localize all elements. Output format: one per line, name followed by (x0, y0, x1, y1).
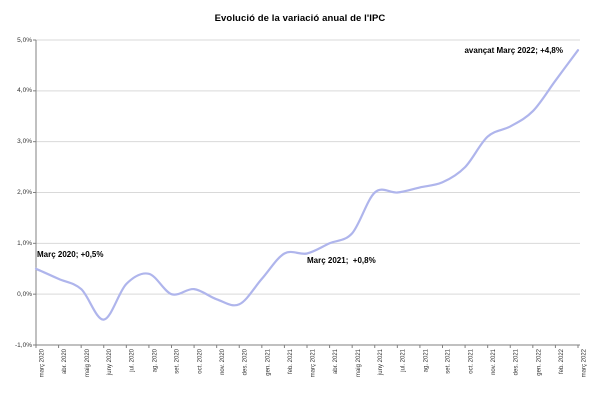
x-axis-label: ag. 2021 (423, 349, 430, 373)
y-axis-label: 5,0% (17, 36, 32, 44)
annotation-avancat-marc-2022: avançat Març 2022; +4,8% (464, 46, 563, 55)
x-axis-label: maig 2020 (84, 349, 91, 378)
x-axis-label: nov. 2021 (491, 349, 498, 375)
x-axis-label: gen. 2021 (265, 349, 272, 376)
x-axis-label: set. 2020 (175, 349, 181, 374)
x-axis-label: feb. 2022 (558, 349, 565, 375)
axis-ticks (33, 39, 579, 348)
y-axis-label: -1,0% (15, 341, 32, 349)
x-axis-label: gen. 2022 (536, 349, 543, 376)
x-axis-label: feb. 2021 (287, 349, 294, 375)
ipc-series-line (34, 49, 580, 321)
gridlines (36, 39, 580, 346)
x-axis-label: oct. 2021 (468, 349, 475, 374)
x-axis-label: nov. 2020 (220, 349, 227, 375)
x-axis-label: jul. 2020 (129, 349, 136, 372)
annotation-marc-2021: Març 2021; +0,8% (307, 256, 376, 265)
x-axis-label: jul. 2021 (400, 349, 407, 372)
y-axis-label: 0,0% (17, 290, 32, 298)
x-axis-label: ag. 2020 (152, 349, 159, 373)
x-axis-label: abr. 2020 (62, 349, 69, 375)
x-axis-label: oct. 2020 (197, 349, 204, 374)
x-axis-label: març 2020 (39, 349, 46, 378)
x-axis-label: abr. 2021 (333, 349, 340, 375)
x-axis-label: des. 2021 (513, 349, 520, 376)
y-axis-label: 3,0% (17, 138, 32, 146)
y-axis-label: 4,0% (17, 87, 32, 95)
y-axis-label: 2,0% (17, 189, 32, 196)
x-axis-label: març 2021 (310, 349, 317, 378)
x-axis-label: set. 2021 (446, 349, 452, 374)
x-axis-label: maig 2021 (355, 349, 362, 378)
x-axis-label: juny 2020 (107, 349, 114, 376)
x-axis-label: juny 2021 (378, 349, 385, 376)
annotation-marc-2020: Març 2020; +0,5% (37, 250, 104, 259)
y-axis-label: 1,0% (17, 239, 32, 247)
chart-title: Evolució de la variació anual de l'IPC (214, 13, 386, 24)
x-axis-label: des. 2020 (242, 349, 249, 376)
x-axis-label: març 2022 (581, 349, 588, 378)
